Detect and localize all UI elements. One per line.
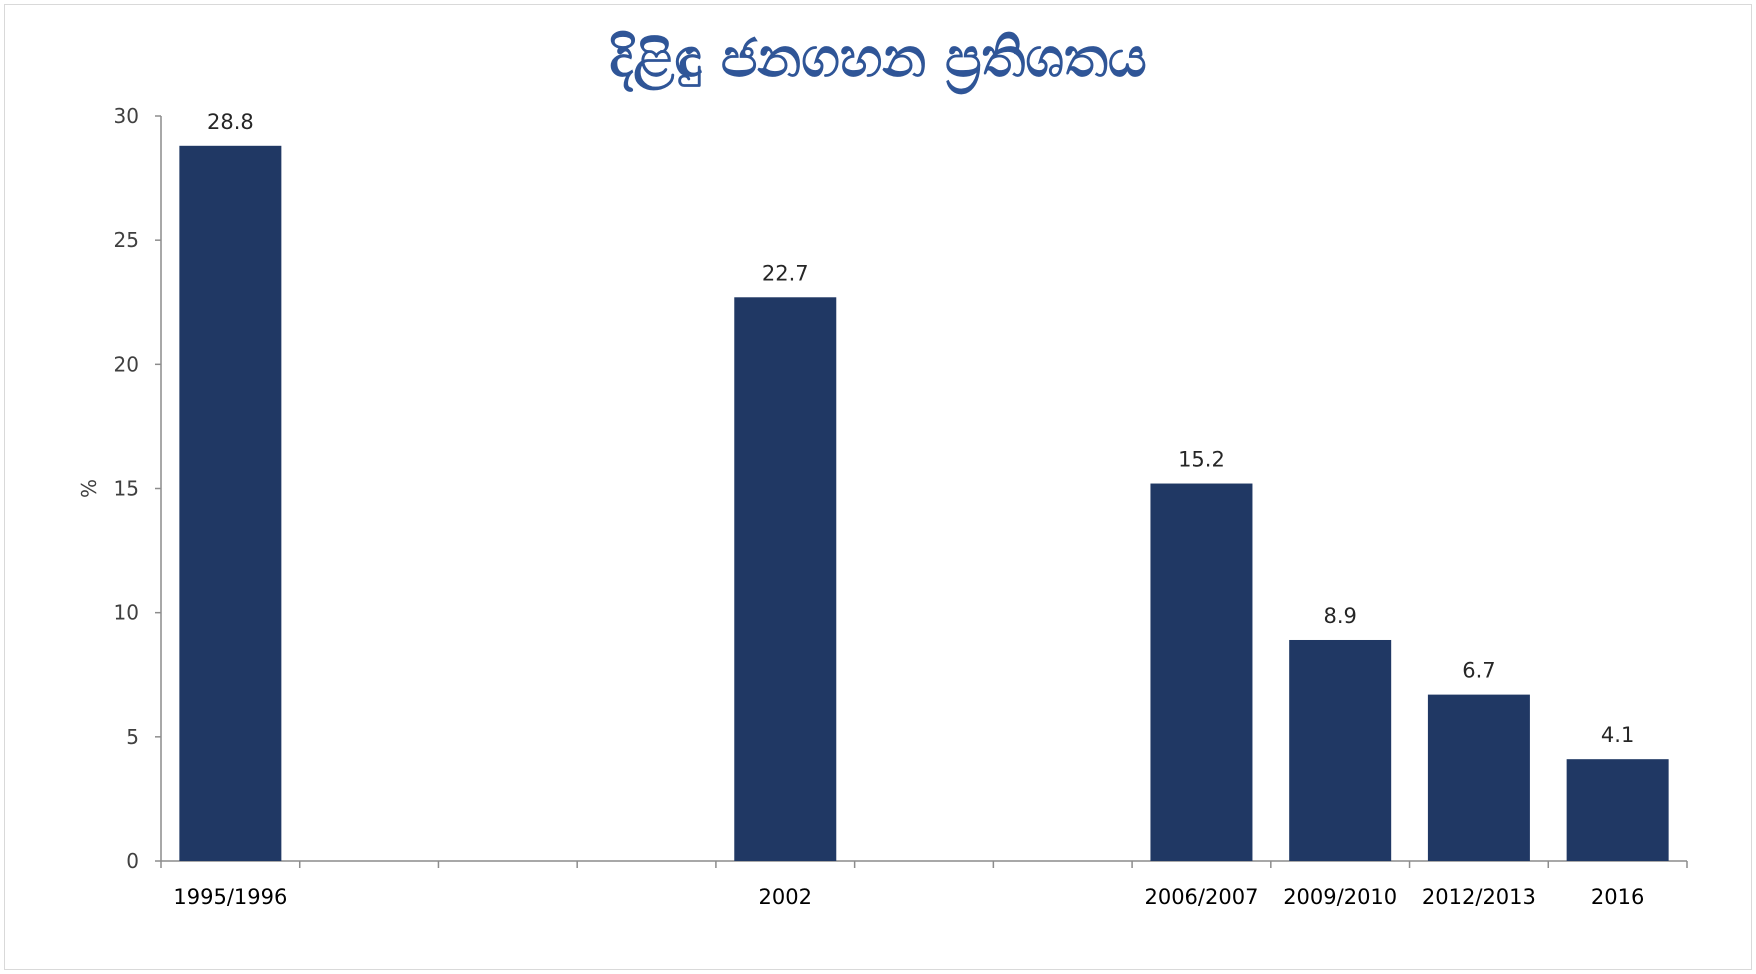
data-label: 28.8 xyxy=(207,110,254,134)
y-tick-label: 5 xyxy=(126,725,139,749)
data-label: 22.7 xyxy=(762,261,809,285)
x-tick-label: 2009/2010 xyxy=(1283,885,1397,909)
data-label: 6.7 xyxy=(1462,659,1495,683)
bar-2002 xyxy=(734,297,837,861)
y-tick-label: 30 xyxy=(114,104,139,128)
x-tick-label: 2012/2013 xyxy=(1422,885,1536,909)
bar-2016 xyxy=(1566,759,1669,861)
x-tick-label: 2006/2007 xyxy=(1144,885,1258,909)
bar-1995-1996 xyxy=(179,145,282,862)
y-tick-label: 0 xyxy=(126,849,139,873)
chart-title: දිළිඳු ජනගහන ප්‍රතිශතය xyxy=(609,26,1147,89)
y-tick-label: 10 xyxy=(114,601,139,625)
data-label: 15.2 xyxy=(1178,448,1225,472)
bar-2012-2013 xyxy=(1427,694,1530,861)
x-tick-label: 2002 xyxy=(759,885,812,909)
y-tick-label: 25 xyxy=(114,228,139,252)
y-tick-label: 20 xyxy=(114,352,139,376)
x-tick-label: 1995/1996 xyxy=(173,885,287,909)
x-tick-label: 2016 xyxy=(1591,885,1644,909)
chart-bars xyxy=(179,145,1669,862)
y-axis-title: % xyxy=(77,479,101,498)
bar-2009-2010 xyxy=(1289,639,1392,861)
data-label: 4.1 xyxy=(1601,723,1634,747)
y-tick-label: 15 xyxy=(114,477,139,501)
bar-2006-2007 xyxy=(1150,483,1253,861)
chart-labels: 0 5 10 15 20 25 30% 28.8 1995/1996 22.7 2002 15.2 20… xyxy=(77,104,1644,909)
data-label: 8.9 xyxy=(1323,604,1356,628)
